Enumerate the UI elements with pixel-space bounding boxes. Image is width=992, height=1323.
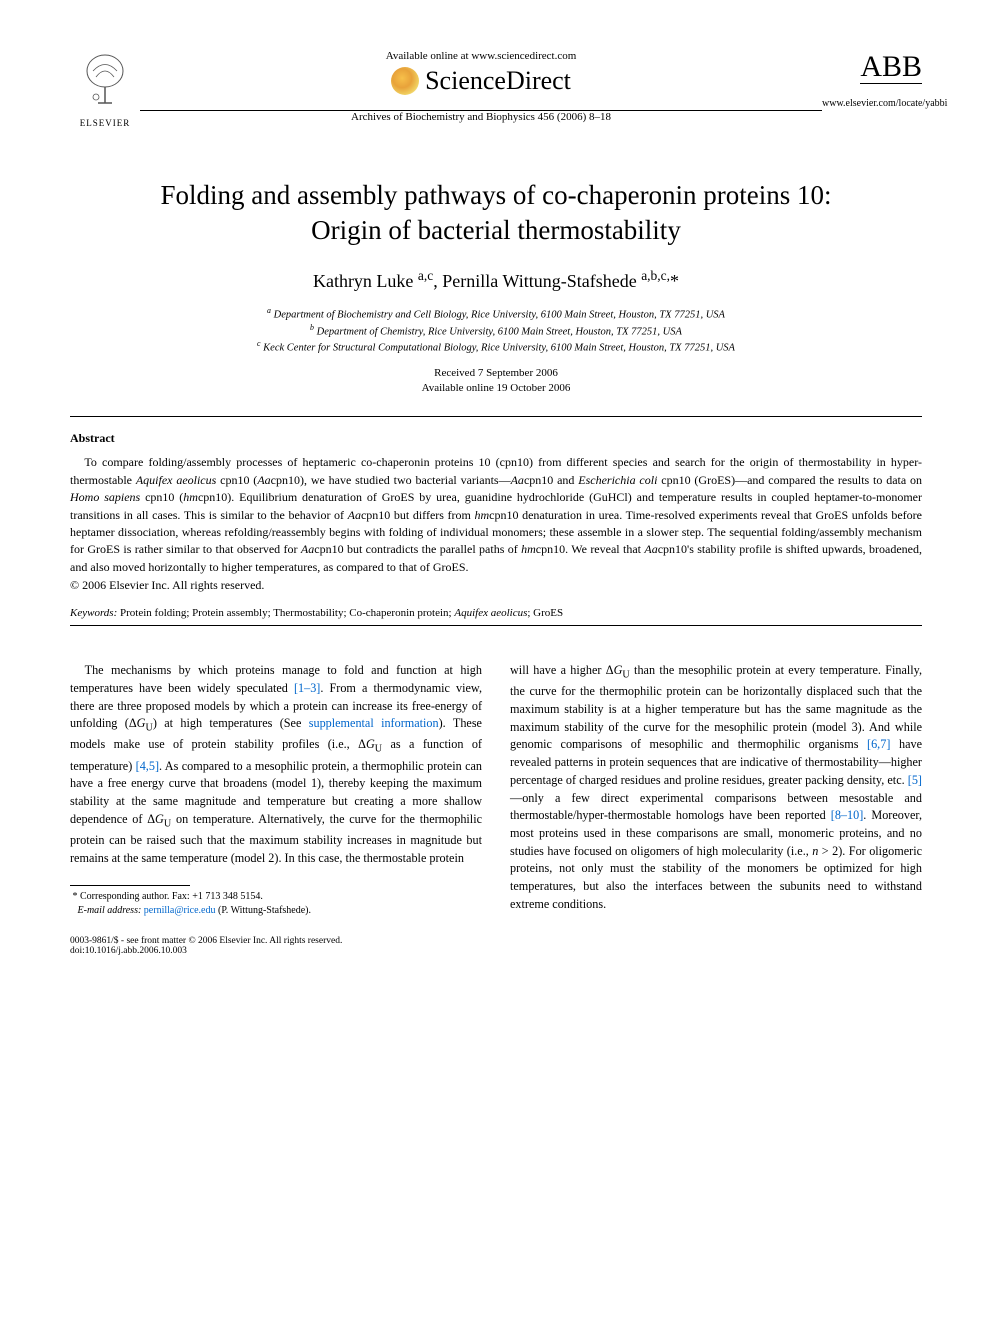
sciencedirect-logo: ScienceDirect [140,66,822,96]
email-label: E-mail address: [78,905,142,916]
locate-url: www.elsevier.com/locate/yabbi [822,98,922,109]
abb-logo-text: ABB [860,50,922,84]
supplemental-link[interactable]: supplemental information [309,716,439,730]
abstract-text: To compare folding/assembly processes of… [70,454,922,576]
abstract-bottom-rule [70,625,922,626]
article-dates: Received 7 September 2006 Available onli… [70,366,922,397]
corr-author-text: Corresponding author. Fax: +1 713 348 51… [80,891,263,902]
center-header: Available online at www.sciencedirect.co… [140,50,822,123]
keywords-line: Keywords: Protein folding; Protein assem… [70,607,922,619]
header-row: ELSEVIER Available online at www.science… [70,50,922,130]
affil-a-text: Department of Biochemistry and Cell Biol… [274,310,725,321]
online-date: Available online 19 October 2006 [422,382,571,394]
affil-c-text: Keck Center for Structural Computational… [263,343,735,354]
abstract-copyright: © 2006 Elsevier Inc. All rights reserved… [70,578,922,593]
abb-logo-block: ABB www.elsevier.com/locate/yabbi [822,50,922,109]
column-left: The mechanisms by which proteins manage … [70,662,482,918]
affil-b-text: Department of Chemistry, Rice University… [317,326,682,337]
keywords-label: Keywords: [70,607,117,619]
footer-left: 0003-9861/$ - see front matter © 2006 El… [70,936,342,956]
ref-link[interactable]: [1–3] [294,681,320,695]
front-matter: 0003-9861/$ - see front matter © 2006 El… [70,936,342,946]
body-para-1: The mechanisms by which proteins manage … [70,662,482,867]
abstract-heading: Abstract [70,431,922,446]
journal-citation: Archives of Biochemistry and Biophysics … [140,111,822,123]
abstract-top-rule [70,416,922,417]
footnote-rule [70,885,190,886]
body-columns: The mechanisms by which proteins manage … [70,662,922,918]
doi: doi:10.1016/j.abb.2006.10.003 [70,946,187,956]
authors: Kathryn Luke a,c, Pernilla Wittung-Stafs… [70,268,922,292]
sciencedirect-swirl-icon [391,67,419,95]
footer-row: 0003-9861/$ - see front matter © 2006 El… [70,936,922,956]
elsevier-tree-icon [78,53,132,118]
column-right: will have a higher ΔGU than the mesophil… [510,662,922,918]
email-link[interactable]: pernilla@rice.edu [144,905,216,916]
page: ELSEVIER Available online at www.science… [0,0,992,996]
elsevier-label: ELSEVIER [80,118,131,128]
ref-link[interactable]: [5] [908,773,922,787]
elsevier-logo: ELSEVIER [70,50,140,130]
body-para-2: will have a higher ΔGU than the mesophil… [510,662,922,913]
affiliation-b: b Department of Chemistry, Rice Universi… [70,323,922,338]
affiliation-a: a Department of Biochemistry and Cell Bi… [70,306,922,321]
affiliation-c: c Keck Center for Structural Computation… [70,339,922,354]
sciencedirect-text: ScienceDirect [425,66,571,96]
ref-link[interactable]: [6,7] [867,737,890,751]
available-online-text: Available online at www.sciencedirect.co… [140,50,822,62]
article-title: Folding and assembly pathways of co-chap… [130,178,862,248]
received-date: Received 7 September 2006 [434,367,558,379]
ref-link[interactable]: [4,5] [136,759,159,773]
corresponding-footnote: * Corresponding author. Fax: +1 713 348 … [70,890,482,918]
ref-link[interactable]: [8–10] [831,808,864,822]
email-name: (P. Wittung-Stafshede). [218,905,311,916]
